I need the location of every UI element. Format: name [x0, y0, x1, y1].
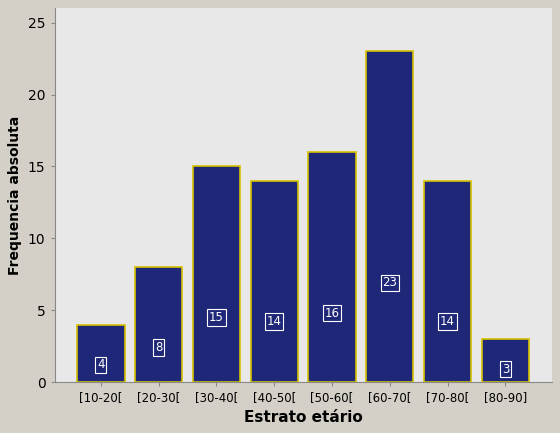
Text: 14: 14	[267, 315, 282, 328]
Bar	[482, 339, 529, 382]
Text: 23: 23	[382, 276, 397, 289]
Bar	[250, 181, 298, 382]
Text: 16: 16	[324, 307, 339, 320]
X-axis label: Estrato etário: Estrato etário	[244, 410, 362, 425]
Bar	[135, 267, 183, 382]
Text: 4: 4	[97, 359, 105, 372]
Bar	[424, 181, 472, 382]
Bar	[193, 166, 240, 382]
Bar	[366, 52, 413, 382]
Bar	[77, 325, 124, 382]
Text: 14: 14	[440, 315, 455, 328]
Bar	[309, 152, 356, 382]
Text: 15: 15	[209, 311, 224, 324]
Text: 3: 3	[502, 363, 509, 376]
Y-axis label: Frequencia absoluta: Frequencia absoluta	[8, 116, 22, 275]
Text: 8: 8	[155, 341, 162, 354]
